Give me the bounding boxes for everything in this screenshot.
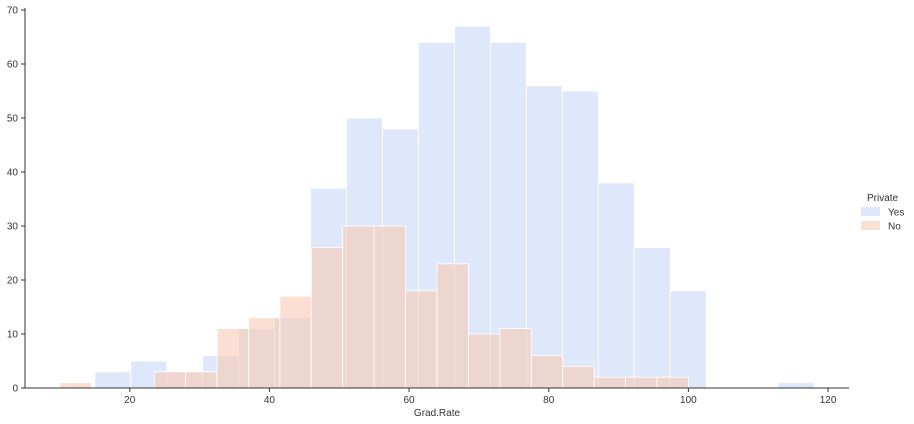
y-axis-ticks: 0 10 20 30 40 50 60 70 — [7, 6, 25, 395]
legend-title: Private — [867, 193, 899, 204]
bar-yes — [777, 382, 815, 389]
y-tick-label: 0 — [12, 384, 18, 395]
bar-yes — [94, 371, 132, 389]
x-tick-label: 120 — [820, 395, 837, 406]
bar-no — [468, 333, 501, 389]
bar-no — [153, 371, 187, 389]
bar-yes — [597, 182, 635, 389]
x-tick-label: 60 — [404, 395, 416, 406]
bar-yes — [525, 85, 563, 389]
y-tick-label: 60 — [7, 60, 19, 71]
bar-no — [342, 225, 375, 389]
bar-no — [185, 371, 218, 389]
y-tick-label: 10 — [7, 330, 19, 341]
legend-label-yes: Yes — [888, 208, 904, 219]
bar-no — [530, 355, 564, 389]
bar-no — [216, 328, 249, 389]
bar-yes — [561, 90, 599, 389]
legend-label-no: No — [888, 222, 901, 233]
x-tick-label: 40 — [264, 395, 276, 406]
bar-no — [593, 376, 626, 389]
x-tick-label: 80 — [543, 395, 555, 406]
bar-no — [405, 290, 438, 389]
bar-no — [562, 365, 595, 389]
y-tick-label: 20 — [7, 276, 19, 287]
bar-no — [59, 382, 92, 389]
y-tick-label: 30 — [7, 222, 19, 233]
x-axis-label: Grad.Rate — [414, 408, 461, 419]
bar-yes — [633, 247, 671, 389]
x-axis-ticks: 20 40 60 80 100 120 — [124, 388, 837, 406]
bar-no — [310, 247, 344, 389]
legend: Private Yes No — [861, 193, 904, 233]
bar-no — [656, 376, 689, 389]
y-tick-label: 70 — [7, 6, 19, 17]
y-tick-label: 40 — [7, 168, 19, 179]
x-tick-label: 100 — [680, 395, 697, 406]
y-tick-label: 50 — [7, 114, 19, 125]
bar-no — [248, 317, 281, 389]
bar-no — [436, 263, 469, 389]
bar-no — [373, 225, 406, 389]
bar-yes — [669, 290, 707, 389]
legend-swatch-yes — [861, 207, 880, 216]
bar-no — [279, 295, 312, 389]
bar-no — [625, 376, 658, 389]
bar-no — [499, 328, 532, 389]
legend-swatch-no — [861, 221, 880, 230]
x-tick-label: 20 — [124, 395, 136, 406]
